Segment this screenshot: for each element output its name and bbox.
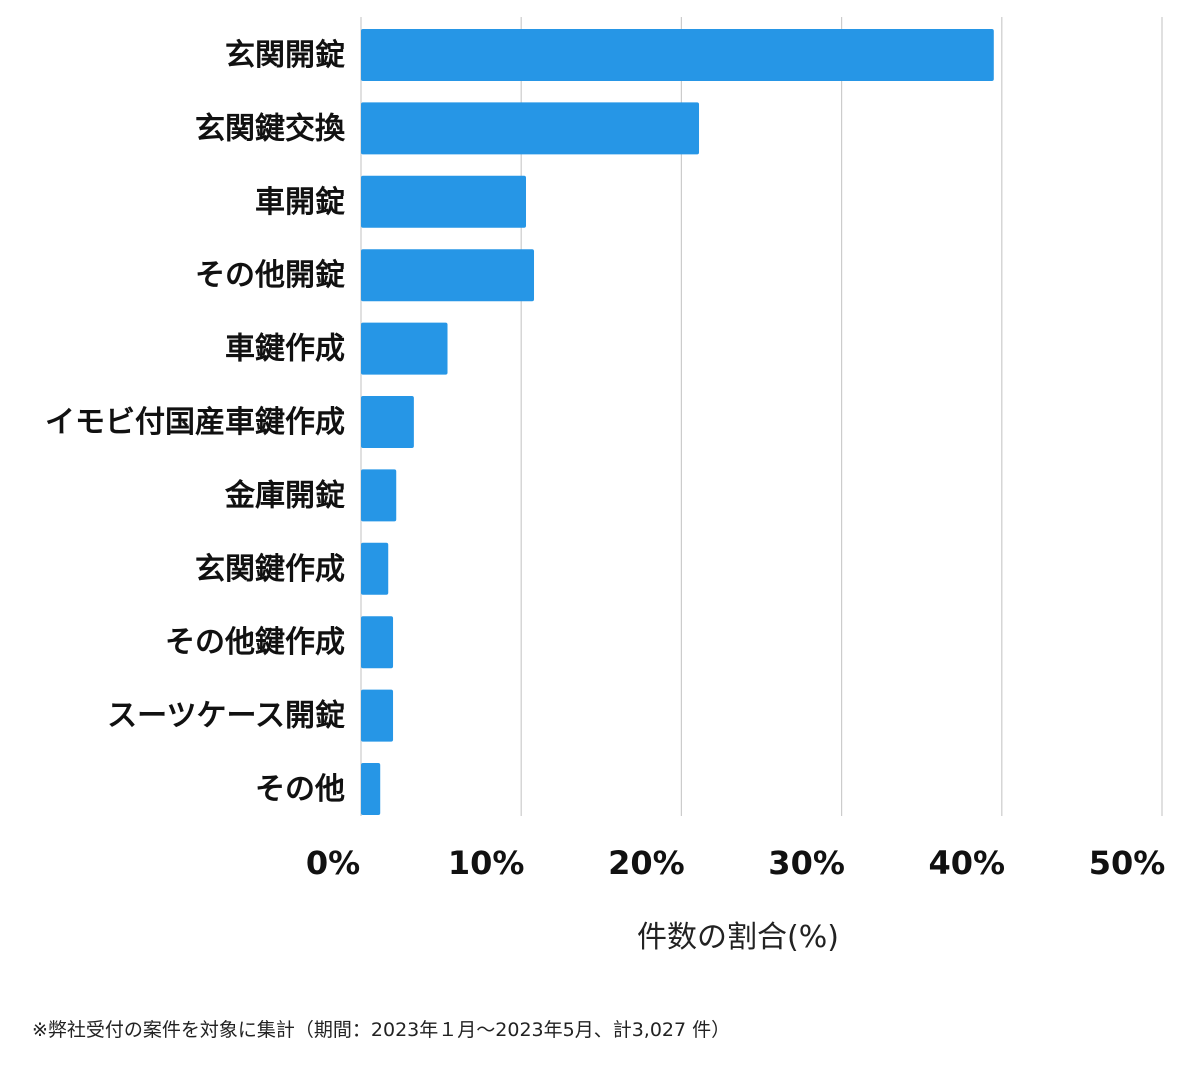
- category-label: 車鍵作成: [225, 332, 345, 367]
- category-label: 玄関鍵作成: [195, 552, 345, 587]
- footnote: ※弊社受付の案件を対象に集計（期間：2023年１月〜2023年5月、計3,027…: [32, 1019, 730, 1041]
- bar: [361, 29, 994, 81]
- x-tick-label: 20%: [608, 844, 685, 882]
- bar: [361, 763, 381, 815]
- bars: [361, 29, 994, 815]
- x-axis-title: 件数の割合(%): [637, 920, 839, 955]
- x-tick-label: 0%: [306, 844, 360, 882]
- category-label: スーツケース開錠: [107, 699, 345, 734]
- category-label: その他鍵作成: [165, 625, 345, 660]
- category-label: イモビ付国産車鍵作成: [45, 405, 345, 440]
- x-tick-label: 40%: [929, 844, 1006, 882]
- category-label: 玄関鍵交換: [195, 111, 346, 146]
- category-labels: 玄関開錠玄関鍵交換車開錠その他開錠車鍵作成イモビ付国産車鍵作成金庫開錠玄関鍵作成…: [45, 38, 346, 807]
- category-label: その他: [255, 772, 345, 807]
- x-tick-label: 10%: [448, 844, 525, 882]
- bar: [361, 102, 700, 155]
- bar: [361, 249, 535, 302]
- bar: [361, 396, 414, 448]
- x-tick-label: 30%: [768, 844, 845, 882]
- category-label: 車開錠: [255, 185, 345, 220]
- x-tick-label: 50%: [1089, 844, 1166, 882]
- category-label: 玄関開錠: [225, 38, 345, 73]
- x-tick-labels: 0% 10% 20% 30% 40% 50%: [306, 844, 1165, 882]
- bar: [361, 175, 527, 228]
- category-label: その他開錠: [195, 258, 345, 293]
- bar: [361, 616, 394, 669]
- bar: [361, 469, 397, 522]
- bar: [361, 542, 389, 595]
- bar: [361, 322, 448, 375]
- category-label: 金庫開錠: [224, 478, 345, 513]
- bar: [361, 689, 394, 742]
